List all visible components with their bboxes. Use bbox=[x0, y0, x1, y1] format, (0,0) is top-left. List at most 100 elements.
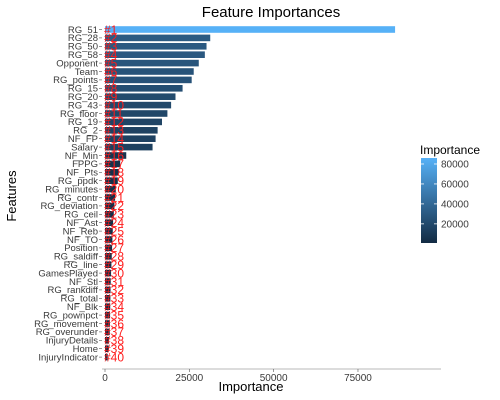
y-tick-label: Position bbox=[64, 243, 98, 254]
rank-label: #23 bbox=[104, 208, 124, 222]
y-tick-label: RG_50 bbox=[68, 42, 98, 53]
rank-label: #3 bbox=[104, 40, 118, 54]
y-tick-label: RG_43 bbox=[68, 100, 98, 111]
rank-label: #39 bbox=[104, 342, 124, 356]
bar-rg-15 bbox=[105, 85, 183, 92]
rank-label: #20 bbox=[104, 182, 124, 196]
rank-label: #18 bbox=[104, 166, 124, 180]
x-tick-label: 25000 bbox=[175, 373, 203, 384]
y-tick-label: RG_saldiff bbox=[54, 252, 99, 263]
rank-label: #8 bbox=[104, 82, 118, 96]
rank-label: #19 bbox=[104, 174, 124, 188]
bar-rg-contr bbox=[105, 194, 116, 201]
rank-label: #22 bbox=[104, 199, 124, 213]
y-tick-label: RG_15 bbox=[68, 84, 98, 95]
bar-injurydetails bbox=[105, 337, 110, 344]
legend-tick-label: 80000 bbox=[441, 159, 469, 170]
bar-rg-ceil bbox=[105, 211, 114, 218]
bar-rg-points bbox=[105, 76, 192, 84]
y-tick-label: RG_2 bbox=[73, 126, 98, 137]
y-tick-label: RG_51 bbox=[68, 25, 98, 36]
bar-home bbox=[105, 345, 109, 352]
y-tick-label: RG_minutes bbox=[45, 184, 98, 195]
bar-nf-blk bbox=[105, 303, 111, 310]
y-tick-label: RG_overunder bbox=[36, 327, 98, 338]
rank-label: #37 bbox=[104, 325, 124, 339]
y-tick-label: RG_20 bbox=[68, 92, 98, 103]
bar-rg-ppdk bbox=[105, 177, 118, 184]
y-tick-label: NF_TO bbox=[67, 235, 98, 246]
rank-label: #36 bbox=[104, 317, 124, 331]
bar-fppg bbox=[105, 160, 121, 168]
rank-label: #29 bbox=[104, 258, 124, 272]
y-tick-label: RG_28 bbox=[68, 33, 98, 44]
bar-rg-minutes bbox=[105, 185, 116, 193]
rank-label: #14 bbox=[104, 132, 124, 146]
bar-rg-43 bbox=[105, 101, 172, 109]
bar-rg-50 bbox=[105, 43, 207, 50]
y-tick-label: Team bbox=[75, 67, 98, 78]
bar-rg-19 bbox=[105, 118, 162, 126]
legend-tick-label: 20000 bbox=[441, 219, 469, 230]
bar-nf-reb bbox=[105, 227, 113, 235]
y-tick-label: RG_line bbox=[64, 260, 98, 271]
rank-label: #27 bbox=[104, 241, 124, 255]
bar-rg-pownpct bbox=[105, 311, 111, 319]
x-tick-label: 50000 bbox=[260, 373, 288, 384]
y-tick-label: NF_Min bbox=[65, 151, 98, 162]
bar-rg-floor bbox=[105, 110, 168, 117]
bar-rg-51 bbox=[105, 26, 396, 33]
y-tick-label: InjuryDetails bbox=[46, 336, 99, 347]
y-axis-title: Features bbox=[4, 170, 19, 222]
y-tick-label: FPPG bbox=[72, 159, 98, 170]
bar-nf-stl bbox=[105, 278, 111, 285]
rank-label: #11 bbox=[104, 107, 123, 121]
y-tick-label: NF_Ast bbox=[66, 218, 98, 229]
y-tick-label: RG_pownpct bbox=[43, 310, 98, 321]
rank-label: #7 bbox=[104, 73, 118, 87]
y-tick-label: RG_total bbox=[61, 294, 99, 305]
y-tick-label: RG_19 bbox=[68, 117, 98, 128]
bar-rg-28 bbox=[105, 34, 211, 42]
bar-opponent bbox=[105, 59, 199, 67]
rank-label: #16 bbox=[104, 149, 124, 163]
legend-colorbar bbox=[421, 158, 437, 243]
y-tick-label: RG_deviation bbox=[40, 201, 98, 212]
rank-label: #32 bbox=[104, 283, 124, 297]
rank-label: #2 bbox=[104, 31, 118, 45]
bar-nf-to bbox=[105, 236, 113, 243]
rank-label: #1 bbox=[104, 23, 118, 37]
x-axis-ticks: 0 25000 50000 75000 bbox=[102, 369, 372, 384]
y-tick-label: NF_FP bbox=[68, 134, 98, 145]
y-tick-label: RG_points bbox=[53, 75, 98, 86]
bar-nf-min bbox=[105, 152, 127, 159]
bar-rg-movement bbox=[105, 320, 110, 327]
bar-salary bbox=[105, 143, 153, 151]
plot-area: RG_51 #1 RG_28 #2 RG_50 #3 RG_58 #4 Opponent #5 Te… bbox=[34, 23, 396, 364]
y-tick-label: RG_movement bbox=[34, 319, 98, 330]
y-tick-label: NF_Blk bbox=[67, 302, 98, 313]
rank-label: #9 bbox=[104, 90, 118, 104]
y-tick-label: NF_Reb bbox=[63, 226, 98, 237]
rank-label: #17 bbox=[104, 157, 124, 171]
y-tick-label: RG_contr bbox=[57, 193, 98, 204]
y-tick-label: Opponent bbox=[56, 58, 98, 69]
rank-label: #21 bbox=[104, 191, 124, 205]
bar-rg-saldiff bbox=[105, 253, 112, 260]
bar-rg-20 bbox=[105, 93, 176, 100]
rank-label: #25 bbox=[104, 224, 124, 238]
rank-label: #5 bbox=[104, 56, 118, 70]
rank-label: #12 bbox=[104, 115, 124, 129]
chart-title: Feature Importances bbox=[202, 4, 340, 21]
y-tick-label: InjuryIndicator bbox=[38, 352, 98, 363]
y-tick-label: RG_58 bbox=[68, 50, 98, 61]
x-axis-title: Importance bbox=[218, 379, 283, 394]
y-tick-label: NF_Pts bbox=[66, 168, 98, 179]
x-tick-label: 75000 bbox=[344, 373, 372, 384]
bar-nf-ast bbox=[105, 219, 114, 226]
bar-rg-58 bbox=[105, 51, 205, 58]
bar-position bbox=[105, 244, 113, 252]
bar-nf-pts bbox=[105, 169, 119, 176]
bar-injuryindicator bbox=[105, 353, 108, 361]
